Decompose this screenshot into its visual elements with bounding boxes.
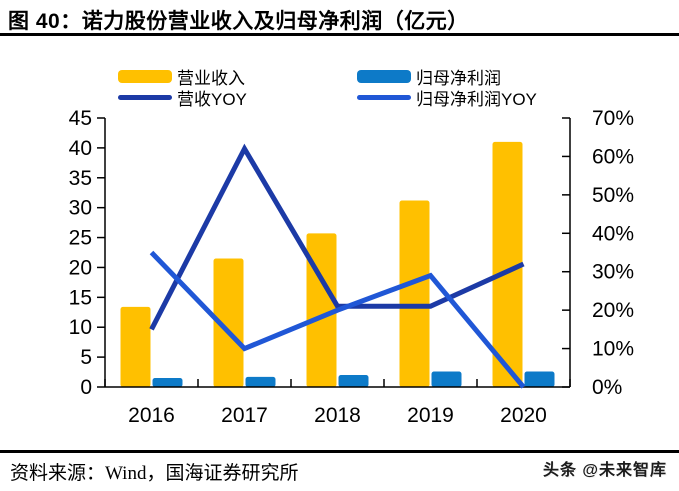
left-axis-tick-label: 5 xyxy=(80,346,92,369)
source-note: 资料来源：Wind，国海证券研究所 xyxy=(10,463,299,484)
right-axis-tick-label: 20% xyxy=(592,299,634,322)
legend-label: 营业收入 xyxy=(177,68,245,88)
net-profit-bar xyxy=(245,376,276,387)
x-axis-category-label: 2020 xyxy=(500,404,547,427)
net-profit-yoy-line xyxy=(149,250,526,389)
net-profit-bar xyxy=(431,371,462,387)
figure-title: 图 40：诺力股份营业收入及归母净利润（亿元） xyxy=(8,10,469,33)
right-axis-tick-label: 30% xyxy=(592,261,634,284)
net-profit-bar xyxy=(152,378,183,387)
watermark: 头条 @未来智库 xyxy=(542,462,667,479)
right-axis-tick-label: 0% xyxy=(592,376,622,399)
x-axis-category-label: 2017 xyxy=(221,404,268,427)
revenue-yoy-line xyxy=(149,143,525,331)
net-profit-bar-swatch xyxy=(357,69,411,83)
revenue-yoy-line-swatch xyxy=(118,94,172,100)
legend-item-net-profit-yoy: 归母净利润YOY xyxy=(357,87,537,109)
right-axis-tick-label: 10% xyxy=(592,338,634,361)
net-profit-bar xyxy=(338,375,369,387)
legend-label: 归母净利润YOY xyxy=(416,89,537,109)
net-profit-yoy-line-swatch xyxy=(357,94,411,100)
revenue-bar xyxy=(306,233,337,387)
revenue-bar-swatch xyxy=(118,69,172,83)
left-axis-tick-label: 20 xyxy=(69,256,92,279)
left-axis-tick-label: 45 xyxy=(69,107,92,130)
legend-item-revenue-yoy: 营收YOY xyxy=(118,87,247,109)
revenue-bar xyxy=(120,306,151,387)
right-axis-tick-label: 70% xyxy=(592,107,634,130)
left-axis-tick-label: 0 xyxy=(80,376,92,399)
title-divider xyxy=(0,33,679,36)
right-axis-tick-label: 50% xyxy=(592,184,634,207)
left-axis-tick-label: 35 xyxy=(69,167,92,190)
legend-item-net-profit: 归母净利润 xyxy=(357,66,501,88)
x-axis-category-label: 2019 xyxy=(407,404,454,427)
footer-divider xyxy=(0,450,679,453)
legend-label: 归母净利润 xyxy=(416,68,501,88)
left-axis-tick-label: 15 xyxy=(69,286,92,309)
legend-label: 营收YOY xyxy=(177,89,247,109)
right-axis-tick-label: 40% xyxy=(592,222,634,245)
left-axis-tick-label: 10 xyxy=(69,316,92,339)
x-axis-category-label: 2016 xyxy=(128,404,175,427)
right-axis-tick-label: 60% xyxy=(592,145,634,168)
x-axis-category-label: 2018 xyxy=(314,404,361,427)
left-axis-tick-label: 40 xyxy=(69,137,92,160)
revenue-bar xyxy=(399,200,430,387)
revenue-bar xyxy=(492,141,523,387)
figure-title-bar: 图 40：诺力股份营业收入及归母净利润（亿元） xyxy=(8,5,673,35)
left-axis-tick-label: 25 xyxy=(69,227,92,250)
left-axis-tick-label: 30 xyxy=(69,197,92,220)
net-profit-bar xyxy=(524,371,555,387)
legend-item-revenue: 营业收入 xyxy=(118,66,245,88)
revenue-bar xyxy=(213,258,244,387)
